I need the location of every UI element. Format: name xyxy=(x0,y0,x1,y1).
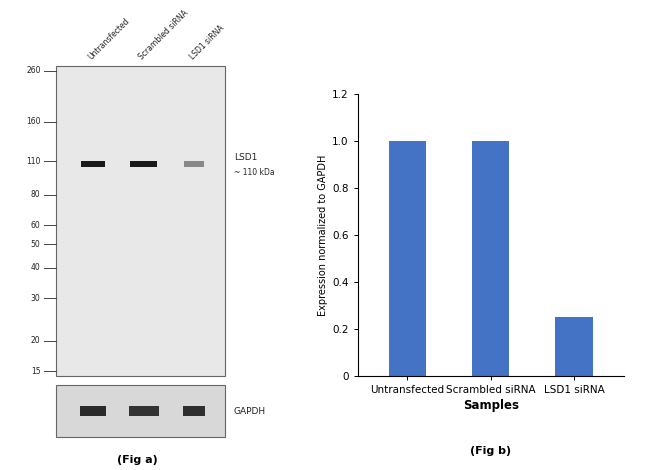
Bar xyxy=(129,406,159,416)
Y-axis label: Expression normalized to GAPDH: Expression normalized to GAPDH xyxy=(318,154,328,316)
Bar xyxy=(472,141,510,376)
Bar xyxy=(389,141,426,376)
Bar xyxy=(130,410,158,413)
Text: LSD1 siRNA: LSD1 siRNA xyxy=(188,23,226,61)
Text: 20: 20 xyxy=(31,337,40,345)
Bar xyxy=(81,161,105,167)
Text: LSD1: LSD1 xyxy=(234,153,257,162)
Text: (Fig b): (Fig b) xyxy=(470,446,512,456)
Bar xyxy=(183,406,205,416)
Bar xyxy=(184,161,204,167)
Bar xyxy=(130,161,157,167)
Text: (Fig a): (Fig a) xyxy=(117,455,158,465)
Text: GAPDH: GAPDH xyxy=(234,407,266,416)
Text: Untransfected: Untransfected xyxy=(87,16,132,61)
Bar xyxy=(80,406,106,416)
Bar xyxy=(555,317,593,376)
Text: 30: 30 xyxy=(31,294,40,303)
Bar xyxy=(56,66,225,376)
Bar xyxy=(56,385,225,437)
Text: 60: 60 xyxy=(31,220,40,230)
Bar xyxy=(131,163,157,165)
Text: 15: 15 xyxy=(31,367,40,376)
X-axis label: Samples: Samples xyxy=(463,399,519,412)
Text: Scrambled siRNA: Scrambled siRNA xyxy=(137,8,190,61)
Bar xyxy=(184,410,205,413)
Text: 40: 40 xyxy=(31,263,40,273)
Text: 110: 110 xyxy=(26,157,40,166)
Text: 50: 50 xyxy=(31,240,40,249)
Bar xyxy=(81,410,105,413)
Text: ~ 110 kDa: ~ 110 kDa xyxy=(234,168,274,177)
Bar xyxy=(82,163,105,165)
Text: 160: 160 xyxy=(26,117,40,126)
Bar xyxy=(185,163,204,165)
Text: 80: 80 xyxy=(31,190,40,199)
Text: 260: 260 xyxy=(26,66,40,75)
